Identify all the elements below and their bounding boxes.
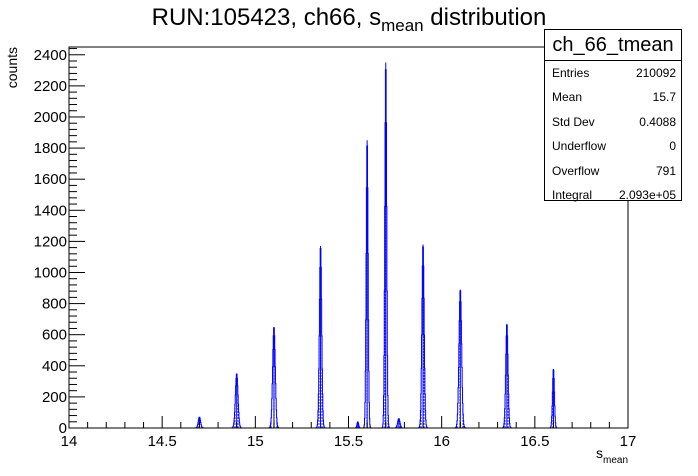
y-tick-label: 600	[42, 327, 67, 344]
y-tick-label: 1600	[34, 171, 67, 188]
y-tick-label: 2200	[34, 78, 67, 95]
y-tick-label: 2400	[34, 47, 67, 64]
stats-title: ch_66_tmean	[545, 30, 681, 61]
x-tick-label: 16.5	[520, 433, 549, 450]
y-tick-label: 800	[42, 296, 67, 313]
stats-row-mean: Mean 15.7	[552, 90, 676, 105]
stats-box: ch_66_tmean Entries 210092 Mean 15.7 Std D…	[544, 29, 682, 202]
stats-row-entries: Entries 210092	[552, 66, 676, 80]
x-tick-label: 15	[247, 433, 264, 450]
y-tick-label: 200	[42, 389, 67, 406]
chart-title: RUN:105423, ch66, smean distribution	[152, 4, 547, 35]
y-tick-label: 2000	[34, 109, 67, 126]
x-tick-label: 14	[61, 433, 78, 450]
y-axis-label: counts	[4, 47, 20, 88]
y-tick-label: 1400	[34, 202, 67, 219]
y-tick-label: 1200	[34, 233, 67, 250]
x-tick-label: 15.5	[334, 433, 363, 450]
x-tick-label: 14.5	[148, 433, 177, 450]
stats-row-underflow: Underflow 0	[552, 139, 676, 154]
y-tick-label: 400	[42, 358, 67, 375]
y-tick-label: 1000	[34, 264, 67, 281]
stats-row-stddev: Std Dev 0.4088	[552, 114, 676, 129]
y-tick-label: 1800	[34, 140, 67, 157]
stats-row-integral: Integral 2.093e+05	[552, 187, 676, 202]
y-tick-label: 0	[59, 420, 67, 437]
x-axis-label: smean	[596, 445, 628, 466]
stats-row-overflow: Overflow 791	[552, 163, 676, 178]
x-tick-label: 17	[620, 433, 637, 450]
plot-frame	[68, 46, 629, 429]
x-tick-label: 16	[433, 433, 450, 450]
